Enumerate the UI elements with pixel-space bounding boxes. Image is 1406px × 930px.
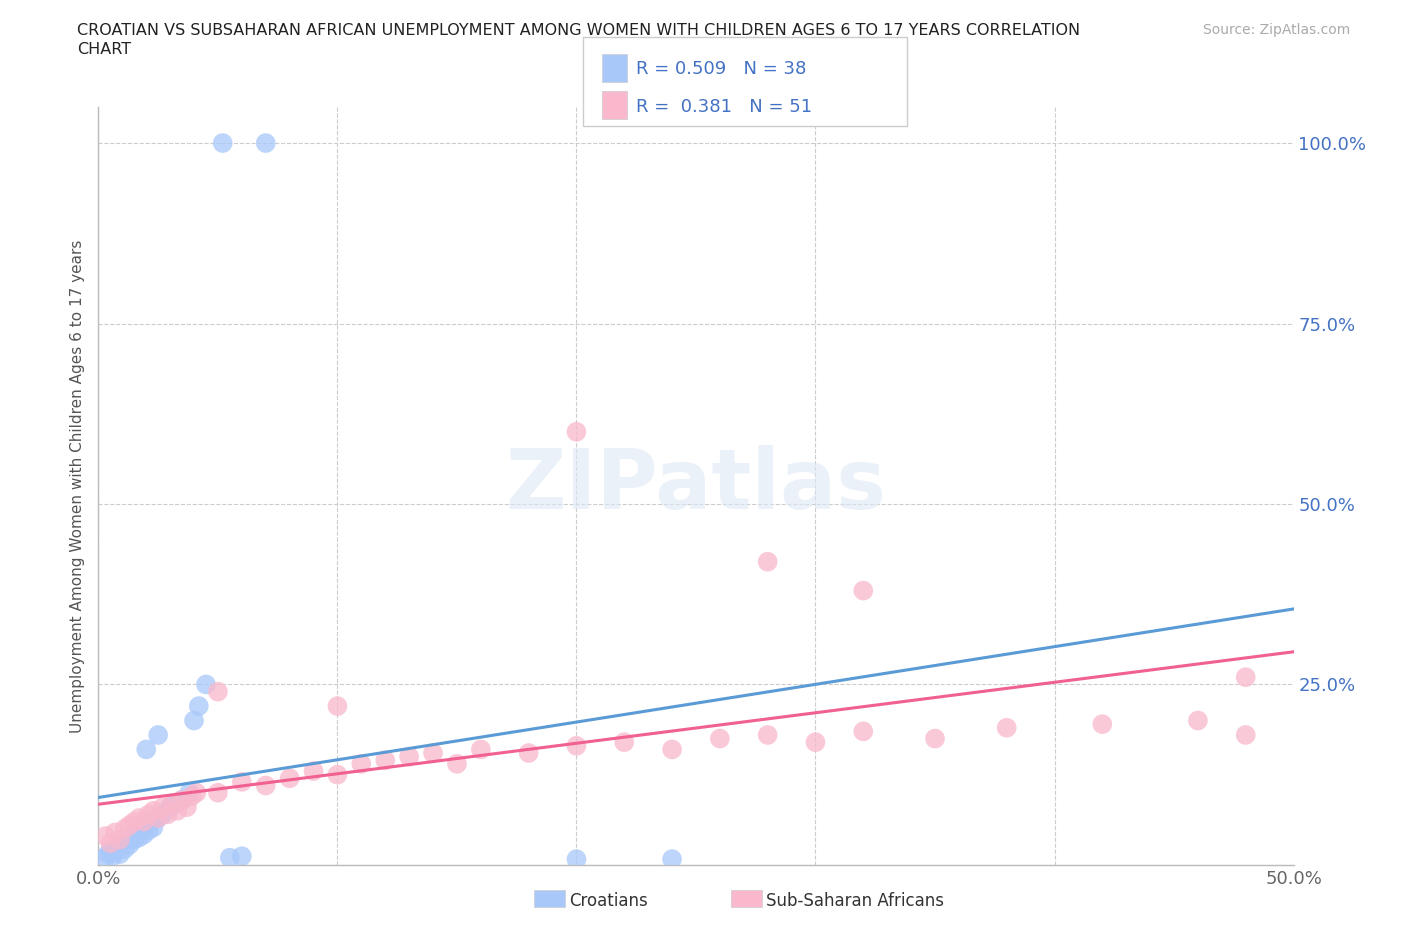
Point bbox=[124, 814, 146, 829]
Point bbox=[121, 829, 143, 844]
Point bbox=[108, 846, 131, 861]
Point bbox=[278, 771, 301, 786]
Point bbox=[374, 752, 396, 767]
Y-axis label: Unemployment Among Women with Children Ages 6 to 17 years: Unemployment Among Women with Children A… bbox=[70, 239, 86, 733]
Text: CROATIAN VS SUBSAHARAN AFRICAN UNEMPLOYMENT AMONG WOMEN WITH CHILDREN AGES 6 TO : CROATIAN VS SUBSAHARAN AFRICAN UNEMPLOYM… bbox=[77, 23, 1080, 38]
Point bbox=[94, 829, 117, 844]
Point bbox=[128, 811, 150, 826]
Point bbox=[709, 731, 731, 746]
Point bbox=[326, 698, 349, 713]
Point bbox=[98, 843, 122, 857]
Point bbox=[211, 136, 233, 151]
Point bbox=[179, 785, 201, 800]
Point bbox=[107, 840, 129, 855]
Point bbox=[135, 742, 157, 757]
Point bbox=[135, 817, 157, 832]
Point bbox=[565, 424, 588, 439]
Point bbox=[565, 738, 588, 753]
Point bbox=[142, 804, 165, 818]
Point bbox=[163, 796, 186, 811]
Point bbox=[156, 807, 179, 822]
Point bbox=[422, 746, 444, 761]
Point bbox=[138, 823, 160, 838]
Point bbox=[115, 832, 138, 847]
Point bbox=[152, 800, 174, 815]
Point bbox=[172, 792, 194, 807]
Point bbox=[148, 727, 170, 742]
Point bbox=[159, 800, 181, 815]
Point bbox=[231, 849, 253, 864]
Point bbox=[97, 846, 120, 861]
Point bbox=[565, 852, 588, 867]
Point bbox=[470, 742, 492, 757]
Point bbox=[1091, 717, 1114, 732]
Point bbox=[1187, 713, 1209, 728]
Point bbox=[254, 136, 277, 151]
Point bbox=[98, 836, 122, 851]
Point bbox=[180, 789, 202, 804]
Point bbox=[207, 684, 229, 699]
Point bbox=[852, 583, 875, 598]
Point bbox=[446, 756, 468, 771]
Point bbox=[852, 724, 875, 738]
Point bbox=[166, 804, 188, 818]
Point bbox=[94, 850, 117, 865]
Point bbox=[125, 825, 148, 840]
Point bbox=[132, 814, 155, 829]
Text: R = 0.509   N = 38: R = 0.509 N = 38 bbox=[636, 60, 806, 78]
Point bbox=[326, 767, 349, 782]
Point bbox=[207, 785, 229, 800]
Point bbox=[804, 735, 827, 750]
Point bbox=[176, 800, 198, 815]
Point bbox=[254, 778, 277, 793]
Point bbox=[187, 698, 209, 713]
Point bbox=[231, 775, 253, 790]
Point bbox=[128, 830, 150, 845]
Point bbox=[302, 764, 325, 778]
Point bbox=[162, 796, 184, 811]
Point bbox=[148, 811, 170, 826]
Text: Source: ZipAtlas.com: Source: ZipAtlas.com bbox=[1202, 23, 1350, 37]
Point bbox=[114, 842, 136, 857]
Point bbox=[517, 746, 540, 761]
Point bbox=[118, 837, 141, 852]
Point bbox=[756, 554, 779, 569]
Point bbox=[172, 792, 194, 807]
Point bbox=[195, 677, 218, 692]
Point bbox=[756, 727, 779, 742]
Point bbox=[1234, 727, 1257, 742]
Point bbox=[118, 817, 141, 832]
Point bbox=[183, 713, 205, 728]
Point bbox=[148, 811, 170, 826]
Point bbox=[186, 785, 208, 800]
Point bbox=[661, 742, 683, 757]
Point bbox=[111, 836, 134, 851]
Text: Croatians: Croatians bbox=[569, 892, 648, 910]
Point bbox=[132, 827, 155, 842]
Text: CHART: CHART bbox=[77, 42, 131, 57]
Point bbox=[398, 750, 420, 764]
Point bbox=[139, 814, 162, 829]
Point bbox=[152, 807, 174, 822]
Point bbox=[138, 807, 160, 822]
Point bbox=[104, 844, 127, 859]
Point bbox=[114, 821, 136, 836]
Point bbox=[350, 756, 373, 771]
Point bbox=[1234, 670, 1257, 684]
Point bbox=[995, 721, 1018, 736]
Point bbox=[108, 832, 131, 847]
Text: R =  0.381   N = 51: R = 0.381 N = 51 bbox=[636, 98, 811, 115]
Point bbox=[924, 731, 946, 746]
Point bbox=[131, 821, 153, 836]
Point bbox=[124, 832, 146, 847]
Point bbox=[104, 825, 127, 840]
Point bbox=[219, 850, 242, 865]
Text: Sub-Saharan Africans: Sub-Saharan Africans bbox=[766, 892, 945, 910]
Point bbox=[101, 849, 124, 864]
Point bbox=[613, 735, 636, 750]
Point bbox=[661, 852, 683, 867]
Point bbox=[142, 820, 165, 835]
Text: ZIPatlas: ZIPatlas bbox=[506, 445, 886, 526]
